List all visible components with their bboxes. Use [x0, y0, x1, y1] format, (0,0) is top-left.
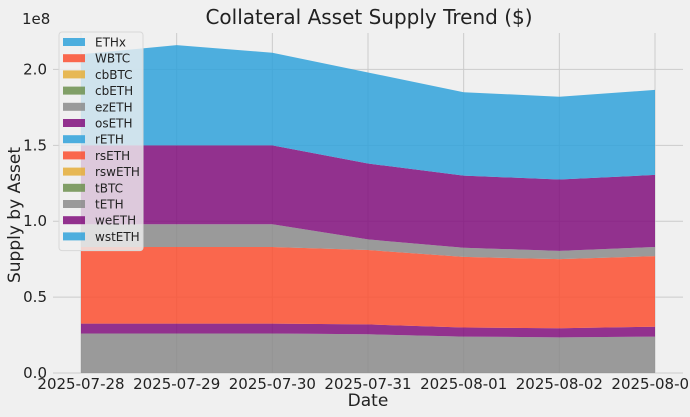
x-tick-label: 2025-07-30 [229, 375, 316, 393]
legend-swatch-wsteth [63, 232, 85, 241]
legend: ETHx WBTC cbBTC cbETH ezETH osETH rETH rsETH rsw… [58, 31, 144, 252]
y-tick-label: 0.0 [23, 364, 47, 382]
legend-label-cbbtc: cbBTC [95, 68, 132, 82]
x-tick-label: 2025-08-01 [420, 375, 507, 393]
area-oseth [81, 323, 655, 338]
legend-label-wsteth: wstETH [95, 230, 140, 244]
area-teth [81, 224, 655, 260]
area-ezeth [81, 333, 655, 373]
area-rseth [81, 247, 655, 329]
y-tick-label: 1.0 [23, 212, 47, 230]
legend-label-wbtc: WBTC [95, 52, 130, 66]
y-tick-label: 0.5 [23, 288, 47, 306]
legend-swatch-reth [63, 135, 85, 144]
legend-label-ezeth: ezETH [95, 100, 133, 114]
legend-swatch-cbeth [63, 86, 85, 95]
legend-swatch-oseth [63, 119, 85, 127]
x-tick-label: 2025-08-02 [516, 375, 603, 393]
plot-area [81, 45, 655, 373]
x-tick-label: 2025-07-31 [324, 375, 411, 393]
legend-label-reth: rETH [95, 133, 124, 147]
legend-swatch-tbtc [63, 183, 85, 192]
chart-title: Collateral Asset Supply Trend ($) [205, 5, 532, 29]
legend-swatch-wbtc [63, 54, 85, 63]
legend-label-cbeth: cbETH [95, 84, 133, 98]
legend-swatch-weeth [63, 216, 85, 225]
y-tick-label: 2.0 [23, 60, 47, 78]
x-tick-label: 2025-07-28 [37, 375, 124, 393]
x-axis-label: Date [348, 391, 389, 411]
legend-swatch-cbbtc [63, 70, 85, 79]
y-scale-label: 1e8 [22, 10, 50, 28]
legend-label-tbtc: tBTC [95, 181, 123, 195]
legend-swatch-ezeth [63, 102, 85, 111]
legend-label-teth: tETH [95, 198, 124, 212]
x-tick-label: 2025-07-29 [133, 375, 220, 393]
y-tick-label: 1.5 [23, 136, 47, 154]
legend-label-rseth: rsETH [95, 149, 130, 163]
area-wsteth [81, 45, 655, 180]
x-tick-label: 2025-08-03 [611, 375, 690, 393]
legend-label-oseth: osETH [95, 117, 133, 131]
y-axis-label: Supply by Asset [5, 147, 25, 283]
legend-label-rsweth: rswETH [95, 165, 140, 179]
legend-label-ethx: ETHx [95, 36, 126, 50]
legend-swatch-ethx [63, 38, 85, 46]
legend-swatch-teth [63, 200, 85, 208]
legend-label-weeth: weETH [95, 214, 136, 228]
legend-swatch-rsweth [63, 167, 85, 176]
area-weeth [81, 145, 655, 251]
axis-ticks: 0.0 0.5 1.0 1.5 2.0 2025-07-28 2025-07-29 2025-… [23, 60, 690, 393]
legend-swatch-rseth [63, 151, 85, 160]
